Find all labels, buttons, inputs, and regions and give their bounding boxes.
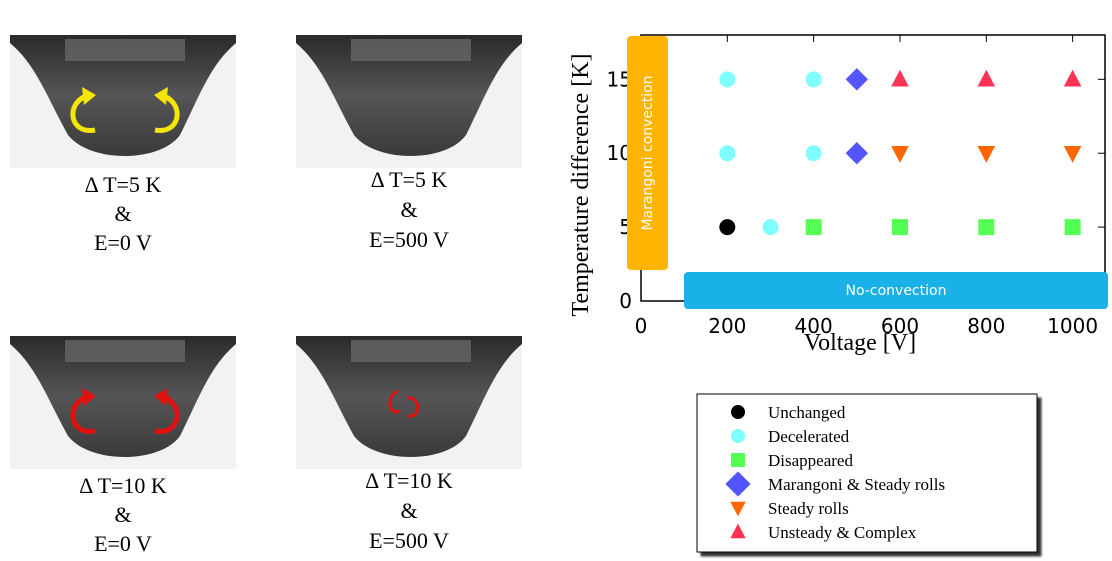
marker xyxy=(805,71,822,88)
needle xyxy=(65,39,185,61)
caption: E=500 V xyxy=(369,227,449,252)
marker xyxy=(891,146,909,163)
marker xyxy=(891,69,909,87)
x-tick-label: 200 xyxy=(708,314,746,338)
photo xyxy=(10,35,236,168)
caption: Δ T=5 K xyxy=(85,172,162,197)
needle xyxy=(351,39,471,61)
photo xyxy=(296,35,522,168)
caption: & xyxy=(400,498,417,523)
legend-label: Unchanged xyxy=(768,403,846,422)
y-tick-label: 0 xyxy=(619,289,632,313)
arrow-head xyxy=(154,87,168,105)
flow-arrow xyxy=(388,389,401,414)
x-tick-label: 0 xyxy=(635,314,648,338)
annotation-box xyxy=(627,36,668,270)
x-tick-label: 600 xyxy=(881,314,919,338)
caption: Δ T=10 K xyxy=(79,473,167,498)
legend-label: Unsteady & Complex xyxy=(768,523,917,542)
marker xyxy=(978,219,995,236)
droplet xyxy=(10,336,236,457)
marker xyxy=(805,145,822,162)
legend-label: Decelerated xyxy=(768,427,850,446)
photo xyxy=(296,336,522,469)
caption: Δ T=10 K xyxy=(365,468,453,493)
caption: & xyxy=(400,197,417,222)
marker xyxy=(731,429,745,443)
marker xyxy=(762,219,779,236)
caption: E=0 V xyxy=(94,531,152,556)
y-axis-label: Temperature difference [K] xyxy=(568,53,594,316)
needle xyxy=(351,340,471,362)
arrow-head xyxy=(154,388,168,406)
caption: & xyxy=(114,201,131,226)
flow-arrow xyxy=(407,396,420,418)
caption: E=0 V xyxy=(94,230,152,255)
marker xyxy=(731,405,745,419)
legend-label: Steady rolls xyxy=(768,499,849,518)
x-tick-label: 800 xyxy=(967,314,1005,338)
x-tick-label: 400 xyxy=(795,314,833,338)
marker xyxy=(845,142,869,165)
marker xyxy=(719,145,736,162)
marker xyxy=(1063,146,1082,163)
caption: E=500 V xyxy=(369,528,449,553)
marker xyxy=(731,453,745,467)
droplet xyxy=(10,35,236,156)
caption: & xyxy=(114,502,131,527)
legend-label: Disappeared xyxy=(768,451,853,470)
photos: Δ T=5 K & E=0 V Δ T=5 K & E=500 V Δ T=10 K & E=0… xyxy=(10,35,522,556)
marker xyxy=(805,219,822,236)
legend: Unchanged Decelerated Disappeared Marangoni… xyxy=(696,393,1038,553)
x-tick-label: 1000 xyxy=(1047,314,1098,338)
marker xyxy=(891,219,908,236)
marker xyxy=(730,523,746,539)
x-axis-label: Voltage [V] xyxy=(804,330,916,356)
photo xyxy=(10,336,236,469)
marker xyxy=(730,501,746,517)
plot-frame xyxy=(640,34,1106,302)
arrow-head xyxy=(82,388,96,406)
legend-box xyxy=(696,393,1038,553)
marker xyxy=(845,68,869,91)
needle xyxy=(65,340,185,362)
marker xyxy=(725,471,751,497)
legend-label: Marangoni & Steady rolls xyxy=(768,475,945,494)
marker xyxy=(977,69,996,87)
marker xyxy=(719,71,736,88)
annotation: No-convection xyxy=(846,283,947,299)
droplet xyxy=(296,35,522,156)
annotation-box xyxy=(684,272,1108,309)
caption: Δ T=5 K xyxy=(371,167,448,192)
arrow-head xyxy=(82,87,96,105)
marker xyxy=(719,219,736,236)
marker xyxy=(1063,69,1082,87)
annotation: Marangoni convection xyxy=(640,75,656,230)
marker xyxy=(1064,219,1081,236)
marker xyxy=(977,146,996,163)
